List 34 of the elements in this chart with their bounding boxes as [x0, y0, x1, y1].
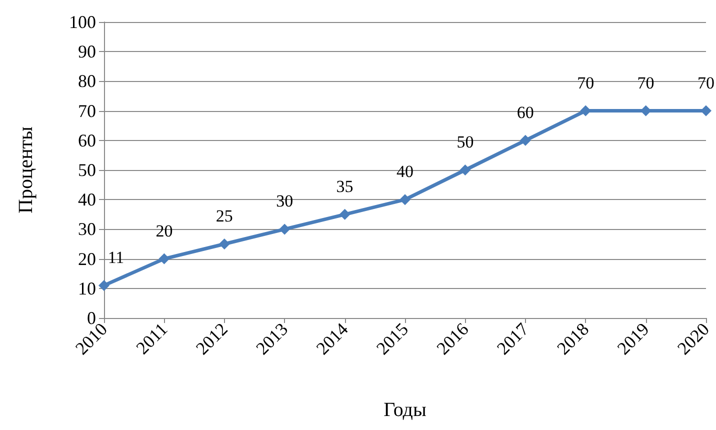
- data-label: 60: [516, 102, 534, 122]
- data-label: 11: [108, 248, 124, 267]
- point: [158, 253, 170, 264]
- data-label: 50: [456, 132, 474, 152]
- point: [339, 208, 350, 220]
- point: [520, 134, 531, 146]
- point: [279, 224, 290, 235]
- point: [98, 280, 110, 291]
- y-tick-label: 20: [78, 248, 96, 269]
- y-axis-title: Проценты: [15, 126, 37, 214]
- data-label: 30: [276, 192, 294, 211]
- y-tick-label: 40: [78, 190, 96, 210]
- data-label: 70: [637, 73, 654, 92]
- point: [400, 194, 410, 206]
- y-tick-label: 90: [78, 42, 96, 62]
- point: [218, 238, 230, 250]
- x-tick-label: 2011: [132, 318, 172, 358]
- y-tick-label: 60: [78, 130, 96, 150]
- data-label: 25: [216, 206, 233, 226]
- point: [700, 105, 712, 116]
- y-tick-label: 10: [78, 278, 96, 298]
- x-axis-title: Годы: [384, 399, 426, 421]
- y-tick-label: 100: [69, 12, 96, 32]
- y-tick-label: 50: [78, 160, 96, 180]
- data-label: 70: [698, 73, 714, 92]
- data-label: 35: [336, 176, 354, 196]
- data-label: 20: [156, 221, 173, 240]
- data-label: 40: [396, 162, 414, 182]
- y-tick-label: 0: [87, 308, 96, 328]
- point: [460, 164, 471, 176]
- data-label: 70: [577, 73, 594, 92]
- y-tick-label: 70: [78, 100, 96, 121]
- y-tick-label: 80: [78, 71, 96, 92]
- y-tick-label: 30: [78, 219, 96, 240]
